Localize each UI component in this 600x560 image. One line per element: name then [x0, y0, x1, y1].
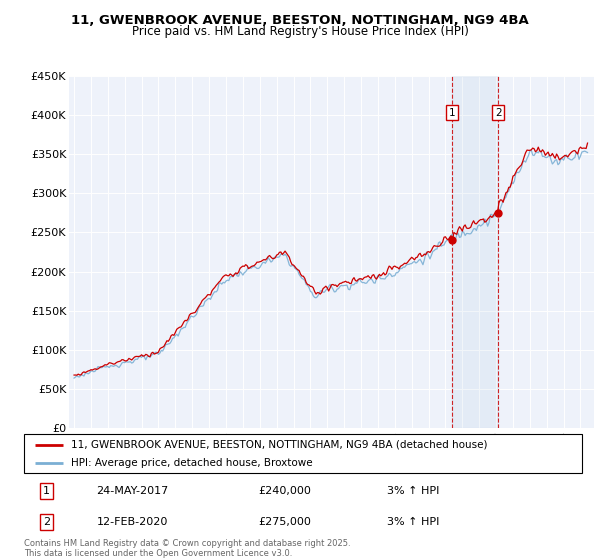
- Text: 2: 2: [43, 517, 50, 527]
- Text: Price paid vs. HM Land Registry's House Price Index (HPI): Price paid vs. HM Land Registry's House …: [131, 25, 469, 38]
- Text: 12-FEB-2020: 12-FEB-2020: [97, 517, 168, 527]
- Text: 3% ↑ HPI: 3% ↑ HPI: [387, 517, 439, 527]
- Text: HPI: Average price, detached house, Broxtowe: HPI: Average price, detached house, Brox…: [71, 459, 313, 468]
- Text: 24-MAY-2017: 24-MAY-2017: [97, 486, 169, 496]
- Text: 3% ↑ HPI: 3% ↑ HPI: [387, 486, 439, 496]
- Text: 1: 1: [449, 108, 455, 118]
- Bar: [452, 76, 498, 428]
- Text: Contains HM Land Registry data © Crown copyright and database right 2025.
This d: Contains HM Land Registry data © Crown c…: [24, 539, 350, 558]
- Text: 11, GWENBROOK AVENUE, BEESTON, NOTTINGHAM, NG9 4BA (detached house): 11, GWENBROOK AVENUE, BEESTON, NOTTINGHA…: [71, 440, 488, 450]
- Text: £275,000: £275,000: [259, 517, 311, 527]
- Text: 2: 2: [495, 108, 502, 118]
- FancyBboxPatch shape: [24, 434, 582, 473]
- Text: £240,000: £240,000: [259, 486, 311, 496]
- Text: 1: 1: [43, 486, 50, 496]
- Text: 11, GWENBROOK AVENUE, BEESTON, NOTTINGHAM, NG9 4BA: 11, GWENBROOK AVENUE, BEESTON, NOTTINGHA…: [71, 14, 529, 27]
